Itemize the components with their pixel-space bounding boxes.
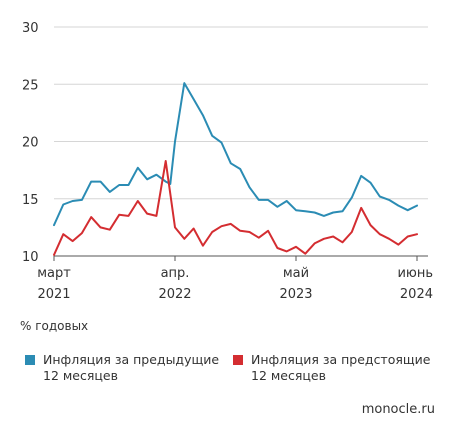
y-tick-label: 20 xyxy=(22,136,39,151)
x-tick-label-month: апр. xyxy=(161,266,190,281)
x-tick-label-month: март xyxy=(37,266,71,281)
series-line-upcoming xyxy=(53,160,418,256)
source-label: monocle.ru xyxy=(361,402,435,417)
x-tick-label-year: 2022 xyxy=(158,287,191,302)
y-tick-label: 30 xyxy=(22,21,39,36)
x-tick-label-year: 2023 xyxy=(279,287,312,302)
unit-label: % годовых xyxy=(20,319,89,333)
y-tick-label: 10 xyxy=(22,250,39,265)
x-tick-label-year: 2021 xyxy=(37,287,70,302)
x-tick-label-month: май xyxy=(283,266,309,281)
legend-swatch-previous xyxy=(25,355,35,365)
series-line-previous xyxy=(53,82,418,227)
legend-label-previous: Инфляция за предыдущие 12 месяцев xyxy=(43,352,220,383)
x-tick-label-year: 2024 xyxy=(400,287,433,302)
legend-item-previous: Инфляция за предыдущие 12 месяцев xyxy=(25,352,219,384)
y-tick-label: 15 xyxy=(22,193,39,208)
legend-label-upcoming: Инфляция за предстоящие 12 месяцев xyxy=(251,352,431,383)
x-tick-label-month: июнь xyxy=(397,266,433,281)
legend-item-upcoming: Инфляция за предстоящие 12 месяцев xyxy=(233,352,430,384)
legend-swatch-upcoming xyxy=(233,355,243,365)
y-tick-label: 25 xyxy=(22,78,39,93)
inflation-chart: 10 15 20 25 30 март 2021 апр. 2022 май 2023 июнь 202… xyxy=(22,21,433,302)
